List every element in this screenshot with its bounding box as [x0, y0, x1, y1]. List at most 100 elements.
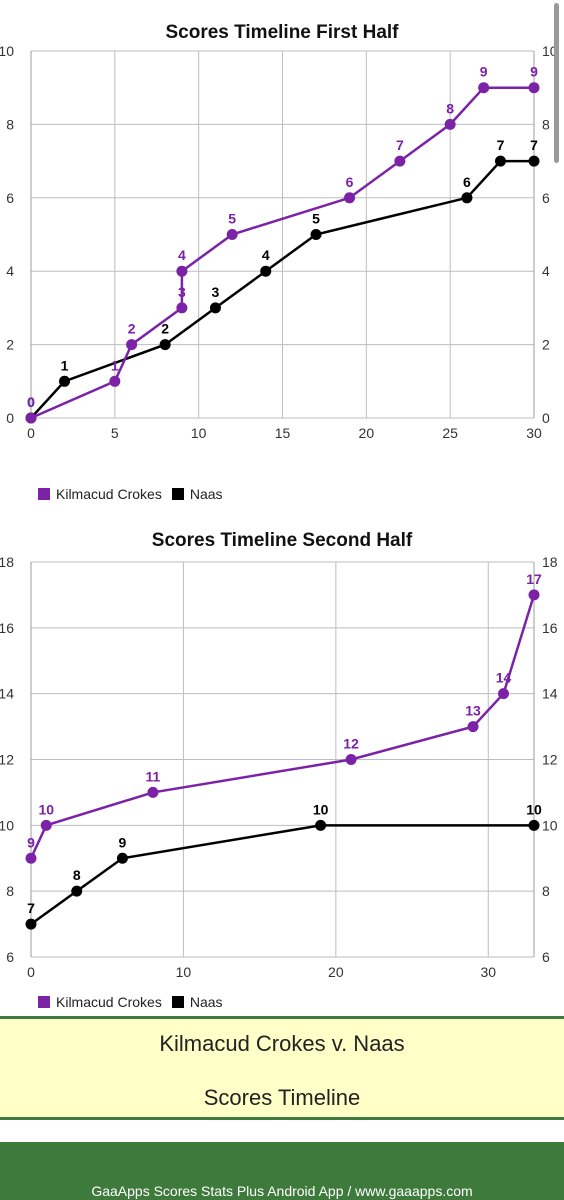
y-tick-label-right: 0: [542, 410, 550, 426]
data-label: 9: [530, 64, 538, 80]
data-label: 3: [178, 284, 186, 300]
data-label: 2: [161, 321, 169, 337]
data-point: [116, 852, 128, 864]
y-tick-label-right: 8: [542, 116, 550, 132]
data-label: 5: [312, 211, 320, 227]
data-label: 4: [178, 247, 186, 263]
match-title: Kilmacud Crokes v. Naas: [159, 1031, 405, 1056]
data-point: [109, 375, 121, 387]
series-kilmacud-crokes: 9 10 11 12 13 14 17: [25, 571, 542, 864]
scrollbar[interactable]: [554, 3, 559, 163]
data-label: 7: [530, 137, 538, 153]
x-tick-label: 30: [480, 964, 496, 980]
legend-item-kilmacud: Kilmacud Crokes: [38, 486, 162, 502]
data-point: [25, 852, 37, 864]
y-tick-label-left: 16: [0, 620, 14, 636]
data-point: [345, 754, 357, 765]
data-point: [498, 688, 510, 700]
data-point: [25, 412, 37, 424]
x-tick-label: 5: [111, 425, 119, 441]
y-tick-label-right: 8: [542, 883, 550, 899]
series-naas: 0 1 2 3 4 5 6 7 7: [25, 137, 540, 424]
first-half-chart: Scores Timeline First Half 0 0 2 2 4 4 6 6 8 8 10 1…: [0, 0, 564, 512]
y-tick-label-left: 14: [0, 686, 14, 702]
data-label: 1: [61, 357, 69, 373]
y-tick-label-left: 10: [0, 817, 14, 833]
legend-label: Naas: [189, 486, 223, 502]
data-point: [315, 819, 327, 831]
y-tick-label-left: 10: [0, 43, 14, 59]
x-tick-label: 20: [328, 964, 344, 980]
data-point: [25, 918, 37, 930]
data-label: 2: [128, 321, 136, 337]
data-point: [59, 375, 71, 387]
second-half-chart: Scores Timeline Second Half 6 6 8 8 10 10 12 12…: [0, 512, 564, 1016]
data-point: [147, 786, 159, 798]
y-tick-label-right: 6: [542, 949, 550, 965]
x-tick-label: 15: [275, 425, 291, 441]
data-label: 10: [526, 801, 542, 817]
data-point: [226, 229, 238, 240]
data-label: 1: [111, 357, 119, 373]
y-tick-label-right: 16: [542, 620, 558, 636]
y-tick-label-right: 4: [542, 263, 550, 279]
legend: Kilmacud Crokes Naas: [38, 486, 233, 502]
data-label: 5: [228, 211, 236, 227]
data-label: 7: [396, 137, 404, 153]
data-point: [209, 302, 221, 314]
y-tick-label-left: 12: [0, 752, 14, 768]
data-point: [478, 82, 490, 94]
data-point: [310, 229, 322, 240]
banner-band: [0, 1142, 564, 1182]
y-tick-label-right: 10: [542, 43, 558, 59]
legend-label: Kilmacud Crokes: [56, 486, 162, 502]
legend: Kilmacud Crokes Naas: [38, 994, 233, 1010]
data-label: 12: [343, 736, 359, 752]
legend-item-naas: Naas: [171, 486, 223, 502]
data-point: [467, 721, 479, 733]
data-point: [444, 118, 456, 130]
y-tick-label-left: 2: [6, 337, 14, 353]
data-label: 9: [119, 834, 127, 850]
data-point: [40, 819, 52, 831]
data-label: 7: [497, 137, 505, 153]
data-point: [461, 192, 473, 204]
data-label: 0: [27, 394, 35, 410]
x-tick-label: 30: [526, 425, 542, 441]
y-tick-label-right: 2: [542, 337, 550, 353]
gridlines: [30, 50, 535, 419]
data-label: 13: [465, 703, 481, 719]
series-kilmacud-crokes: 0 1 2 3 4 5 6 7 8 9 9: [25, 64, 540, 424]
spacer: [0, 1120, 564, 1142]
chart-title: Scores Timeline Second Half: [151, 530, 413, 551]
y-tick-label-left: 4: [6, 263, 14, 279]
series-line: [30, 824, 534, 926]
data-label: 17: [526, 571, 542, 587]
data-label: 4: [262, 247, 270, 263]
data-label: 9: [27, 834, 35, 850]
data-point: [159, 339, 171, 351]
data-point: [344, 192, 356, 204]
x-tick-label: 0: [27, 964, 35, 980]
legend-swatch: [38, 996, 50, 1008]
data-point: [528, 82, 540, 94]
legend-item-naas: Naas: [171, 994, 223, 1010]
y-tick-label-right: 6: [542, 190, 550, 206]
data-point: [71, 885, 83, 897]
gridlines: [30, 561, 534, 958]
data-point: [176, 265, 188, 277]
y-tick-label-right: 10: [542, 817, 558, 833]
y-tick-label-left: 6: [6, 190, 14, 206]
x-tick-label: 10: [191, 425, 207, 441]
data-point: [528, 589, 540, 601]
x-tick-label: 20: [359, 425, 375, 441]
legend-item-kilmacud: Kilmacud Crokes: [38, 994, 162, 1010]
data-label: 6: [463, 174, 471, 190]
data-label: 9: [480, 64, 488, 80]
data-point: [126, 339, 138, 351]
legend-label: Naas: [189, 994, 223, 1010]
app-credit[interactable]: GaaApps Scores Stats Plus Android App / …: [0, 1182, 564, 1200]
data-label: 0: [27, 394, 35, 410]
